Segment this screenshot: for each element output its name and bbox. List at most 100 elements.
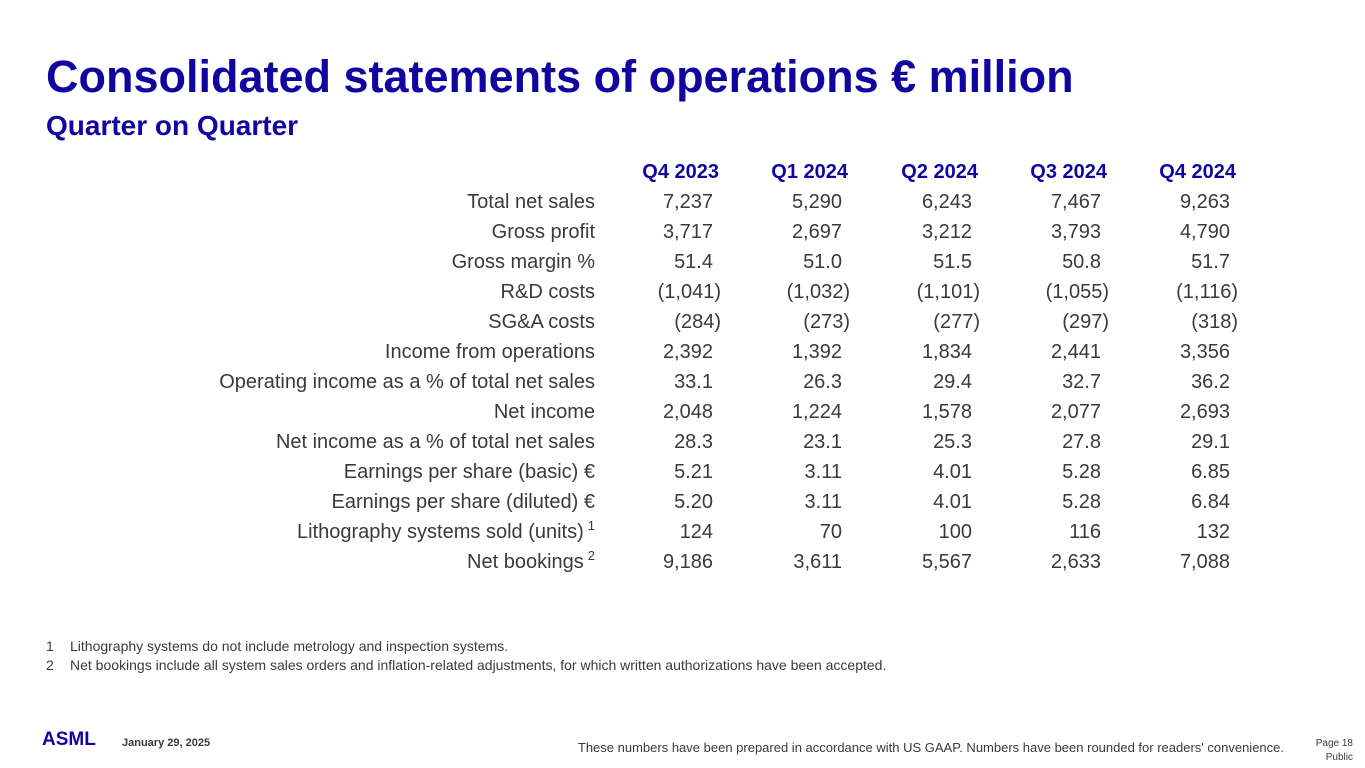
column-header: Q4 2023 — [642, 161, 719, 183]
table-cell: 5.28 — [1062, 461, 1101, 483]
logo-text: ASML — [42, 729, 96, 748]
table-cell: 2,077 — [1050, 401, 1101, 423]
row-label: Net bookings 2 — [467, 548, 595, 573]
table-cell: 25.3 — [933, 431, 972, 453]
table-cell: 5.20 — [674, 491, 713, 513]
table-cell: 4,790 — [1179, 221, 1230, 243]
footnotes: 1 Lithography systems do not include metr… — [46, 637, 886, 675]
table-cell: (1,101) — [916, 281, 980, 303]
row-label: Earnings per share (diluted) € — [331, 491, 595, 513]
table-cell: 3.11 — [804, 491, 842, 513]
footnote-ref: 1 — [587, 518, 595, 533]
page-number: Page 18 — [1315, 738, 1353, 749]
table-row: Earnings per share (diluted) € 5.20 3.11 4.… — [0, 487, 1365, 517]
table-cell: 51.5 — [933, 251, 972, 273]
column-header: Q1 2024 — [771, 161, 848, 183]
table-row: Earnings per share (basic) € 5.21 3.11 4.01… — [0, 457, 1365, 487]
table-cell: (277) — [933, 311, 980, 333]
row-label: Earnings per share (basic) € — [343, 461, 595, 483]
page-subtitle: Quarter on Quarter — [46, 110, 299, 141]
row-label: Total net sales — [467, 191, 595, 213]
footnote-ref: 2 — [587, 548, 595, 563]
table-row: SG&A costs (284) (273) (277) (297) (318) — [0, 307, 1365, 337]
table-cell: 5,567 — [921, 551, 972, 573]
table-cell: 6,243 — [921, 191, 972, 213]
table-cell: (318) — [1191, 311, 1238, 333]
disclaimer: These numbers have been prepared in acco… — [577, 740, 1284, 755]
footnote-number: 1 — [46, 638, 54, 654]
row-label: Gross profit — [491, 221, 595, 243]
table-row: Gross profit 3,717 2,697 3,212 3,793 4,790 — [0, 217, 1365, 247]
table-cell: 2,048 — [662, 401, 713, 423]
table-cell: 29.1 — [1191, 431, 1230, 453]
table-cell: 1,224 — [791, 401, 842, 423]
table-cell: 4.01 — [933, 461, 972, 483]
table-row: Lithography systems sold (units) 1 124 70 10… — [0, 517, 1365, 547]
table-cell: 51.7 — [1191, 251, 1230, 273]
table-cell: 3,611 — [793, 551, 842, 573]
table-row: R&D costs (1,041) (1,032) (1,101) (1,055) (1,… — [0, 277, 1365, 307]
footnote-text: Net bookings include all system sales or… — [70, 657, 887, 673]
table-cell: (1,055) — [1045, 281, 1109, 303]
footnote-text: Lithography systems do not include metro… — [70, 638, 509, 654]
table-cell: 36.2 — [1191, 371, 1230, 393]
table-cell: 1,392 — [791, 341, 842, 363]
table-row: Income from operations 2,392 1,392 1,834 2,4… — [0, 337, 1365, 367]
table-cell: 7,237 — [662, 191, 713, 213]
table-body: Total net sales 7,237 5,290 6,243 7,467 9,263… — [0, 187, 1365, 577]
row-label: Gross margin % — [451, 251, 595, 273]
table-cell: 2,693 — [1179, 401, 1230, 423]
table-cell: 132 — [1196, 521, 1230, 543]
table-cell: 1,578 — [921, 401, 972, 423]
table-cell: 26.3 — [803, 371, 842, 393]
table-cell: 4.01 — [933, 491, 972, 513]
table-cell: 23.1 — [803, 431, 842, 453]
table-row: Net income as a % of total net sales 28.3… — [0, 427, 1365, 457]
table-cell: 7,467 — [1050, 191, 1101, 213]
table-cell: (284) — [674, 311, 721, 333]
date: January 29, 2025 — [122, 737, 211, 749]
row-label: Net income — [493, 401, 595, 423]
table-cell: (297) — [1062, 311, 1109, 333]
table-cell: 50.8 — [1062, 251, 1101, 273]
table-cell: (1,032) — [786, 281, 850, 303]
row-label: R&D costs — [500, 281, 595, 303]
table-cell: 3,356 — [1179, 341, 1230, 363]
table-cell: 28.3 — [674, 431, 713, 453]
table-cell: 6.85 — [1191, 461, 1230, 483]
table-cell: 100 — [938, 521, 972, 543]
financial-table: Q4 2023 Q1 2024 Q2 2024 Q3 2024 Q4 2024 … — [0, 157, 1365, 577]
table-cell: 2,392 — [662, 341, 713, 363]
table-cell: 2,633 — [1050, 551, 1101, 573]
table-cell: 33.1 — [674, 371, 713, 393]
table-cell: 5,290 — [791, 191, 842, 213]
footnote-number: 2 — [46, 657, 54, 673]
table-cell: 3,212 — [921, 221, 972, 243]
table-row: Gross margin % 51.4 51.0 51.5 50.8 51.7 — [0, 247, 1365, 277]
column-header: Q2 2024 — [901, 161, 978, 183]
table-cell: 51.4 — [674, 251, 713, 273]
table-cell: 70 — [819, 521, 842, 543]
table-row: Net income 2,048 1,224 1,578 2,077 2,693 — [0, 397, 1365, 427]
table-cell: 7,088 — [1179, 551, 1230, 573]
table-cell: (1,116) — [1176, 281, 1238, 303]
table-cell: 32.7 — [1062, 371, 1101, 393]
table-row: Net bookings 2 9,186 3,611 5,567 2,633 7,088 — [0, 547, 1365, 577]
table-row: Total net sales 7,237 5,290 6,243 7,467 9,263 — [0, 187, 1365, 217]
table-cell: 5.21 — [674, 461, 713, 483]
asml-logo: ASML — [42, 729, 96, 748]
table-header-row: Q4 2023 Q1 2024 Q2 2024 Q3 2024 Q4 2024 — [0, 157, 1365, 187]
table-cell: 116 — [1069, 521, 1101, 543]
column-header: Q3 2024 — [1030, 161, 1107, 183]
page-info: Page 18 Public — [1316, 737, 1353, 765]
classification: Public — [1325, 752, 1353, 763]
table-cell: 3,717 — [662, 221, 713, 243]
table-cell: 3,793 — [1050, 221, 1101, 243]
table-cell: 9,263 — [1179, 191, 1230, 213]
page-title: Consolidated statements of operations € … — [46, 51, 1074, 102]
table-cell: 6.84 — [1191, 491, 1230, 513]
table-cell: (1,041) — [657, 281, 721, 303]
table-cell: 2,441 — [1050, 341, 1101, 363]
row-label: Operating income as a % of total net sal… — [219, 371, 595, 393]
table-cell: 3.11 — [804, 461, 842, 483]
